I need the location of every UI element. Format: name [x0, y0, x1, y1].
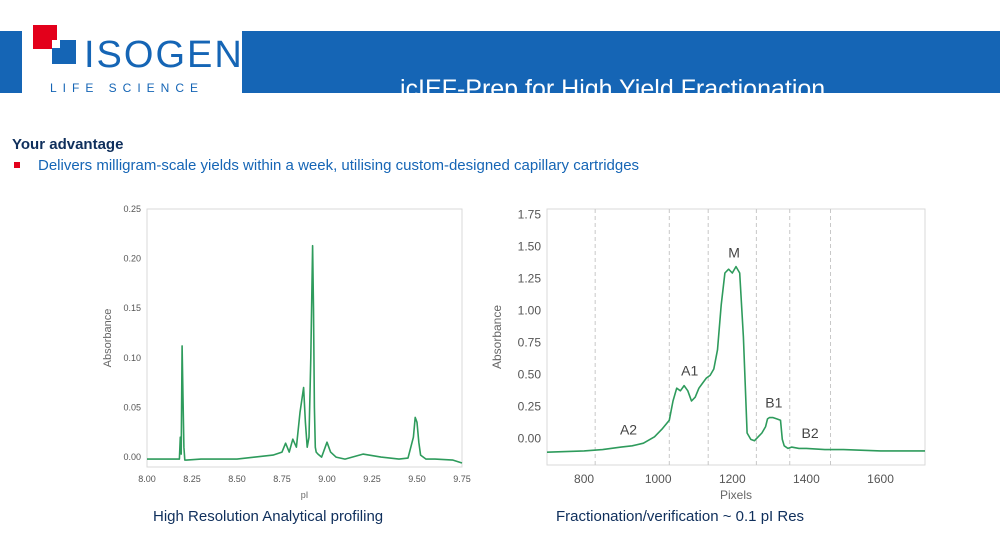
advantage-heading: Your advantage	[12, 136, 124, 153]
x-tick-label: 1400	[793, 472, 820, 486]
y-tick-label: 0.10	[123, 353, 141, 363]
x-tick-label: 1200	[719, 472, 746, 486]
peak-label-b2: B2	[802, 425, 819, 441]
y-tick-label: 1.25	[518, 271, 542, 285]
logo-notch	[52, 40, 60, 48]
page-title: icIEF-Prep for High Yield Fractionation	[400, 75, 826, 103]
series-line	[147, 244, 463, 464]
x-tick-label: 9.50	[408, 474, 426, 484]
x-tick-label: 1600	[867, 472, 894, 486]
y-tick-label: 1.75	[518, 207, 542, 221]
plot-frame	[546, 208, 926, 466]
x-tick-label: 8.50	[228, 474, 246, 484]
y-tick-label: 0.00	[518, 431, 542, 445]
peak-label-b1: B1	[765, 394, 782, 410]
x-tick-label: 9.75	[453, 474, 471, 484]
y-tick-label: 0.15	[123, 303, 141, 313]
x-tick-label: 8.25	[183, 474, 201, 484]
chart-fractionation: 0.00 0.25 0.50 0.75 1.00 1.25 1.50 1.75 800 1000 1…	[490, 207, 926, 502]
x-tick-label: 9.00	[318, 474, 336, 484]
x-tick-label: 800	[574, 472, 594, 486]
x-tick-label: 1000	[645, 472, 672, 486]
plot-frame	[146, 208, 463, 468]
peak-label-a2: A2	[620, 421, 637, 437]
bullet-icon	[14, 162, 20, 168]
peak-label-m: M	[728, 245, 740, 261]
x-tick-label: 8.00	[138, 474, 156, 484]
y-tick-label: 1.50	[518, 239, 542, 253]
y-tick-label: 0.05	[123, 402, 141, 412]
y-tick-label: 0.25	[123, 204, 141, 214]
x-tick-label: 8.75	[273, 474, 291, 484]
chart2-caption: Fractionation/verification ~ 0.1 pI Res	[556, 508, 805, 525]
y-axis-label: Absorbance	[490, 305, 504, 369]
peak-label-a1: A1	[681, 362, 698, 378]
x-axis-label: pI	[301, 490, 309, 500]
y-tick-label: 0.00	[123, 452, 141, 462]
y-tick-label: 1.00	[518, 303, 542, 317]
y-tick-label: 0.75	[518, 335, 542, 349]
chart-analytical-profiling: 0.00 0.05 0.10 0.15 0.20 0.25 8.00 8.25 8.50 8.75…	[102, 204, 471, 500]
y-tick-label: 0.20	[123, 254, 141, 264]
y-tick-label: 0.50	[518, 367, 542, 381]
y-axis-label: Absorbance	[102, 309, 114, 368]
advantage-bullet-text: Delivers milligram-scale yields within a…	[38, 157, 640, 174]
y-tick-label: 0.25	[518, 399, 542, 413]
series-line	[546, 265, 925, 453]
x-axis-label: Pixels	[720, 488, 752, 502]
x-tick-label: 9.25	[363, 474, 381, 484]
logo-name: ISOGEN	[84, 34, 244, 76]
logo-subtitle: LIFE SCIENCE	[50, 81, 205, 95]
chart1-caption: High Resolution Analytical profiling	[153, 508, 384, 525]
